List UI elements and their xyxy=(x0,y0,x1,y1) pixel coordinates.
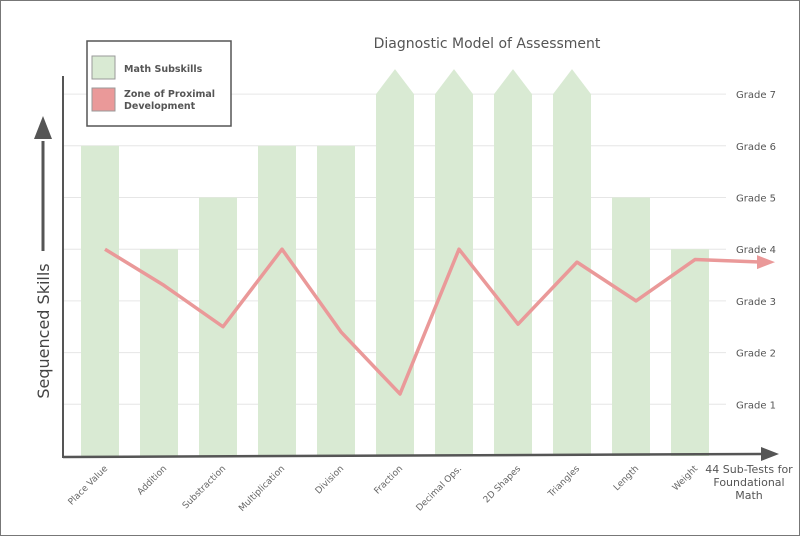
bar xyxy=(553,69,591,456)
x-tick-label: Decimal Ops. xyxy=(415,464,464,513)
x-tick-label: Length xyxy=(612,464,641,493)
x-tick-label: Weight xyxy=(671,464,701,494)
legend-label: Development xyxy=(124,101,196,112)
x-axis xyxy=(62,452,762,459)
y-tick-label: Grade 4 xyxy=(736,245,776,256)
y-arrow-up-icon xyxy=(34,116,52,139)
legend-swatch-subskills xyxy=(91,55,116,80)
y-tick-label: Grade 7 xyxy=(736,90,776,101)
bar xyxy=(376,69,414,456)
x-tick-label: Substraction xyxy=(181,464,228,511)
bar xyxy=(81,145,119,457)
bar xyxy=(494,69,532,456)
bar xyxy=(317,145,355,457)
bar xyxy=(258,145,296,457)
x-axis-label: 44 Sub-Tests for xyxy=(705,463,793,476)
zpd-arrow-icon xyxy=(757,255,775,270)
x-tick-label: Multiplication xyxy=(237,464,287,514)
y-tick-label: Grade 6 xyxy=(736,142,776,153)
bar xyxy=(140,249,178,456)
x-tick-label: Place Value xyxy=(67,464,111,508)
legend-label: Math Subskills xyxy=(124,64,203,75)
x-tick-label: 2D Shapes xyxy=(482,464,524,506)
y-axis-label: Sequenced Skills xyxy=(34,263,53,398)
zpd-line xyxy=(104,247,764,396)
x-axis-arrow-icon xyxy=(761,447,779,461)
bar xyxy=(671,249,709,456)
legend-box xyxy=(86,40,232,127)
x-tick-label: Division xyxy=(314,464,346,496)
x-tick-label: Triangles xyxy=(546,464,582,500)
y-tick-label: Grade 2 xyxy=(736,349,776,360)
chart-title: Diagnostic Model of Assessment xyxy=(374,36,601,52)
y-tick-label: Grade 1 xyxy=(736,400,776,411)
legend-swatch-zpd xyxy=(91,87,116,112)
legend-label: Zone of Proximal xyxy=(124,89,215,100)
x-axis-label: Foundational xyxy=(713,476,784,489)
bar xyxy=(612,197,650,456)
bar xyxy=(199,197,237,456)
y-tick-label: Grade 3 xyxy=(736,297,776,308)
x-axis-label: Math xyxy=(735,489,763,502)
y-tick-label: Grade 5 xyxy=(736,194,776,205)
x-tick-label: Fraction xyxy=(373,464,405,496)
x-tick-label: Addition xyxy=(136,464,169,497)
